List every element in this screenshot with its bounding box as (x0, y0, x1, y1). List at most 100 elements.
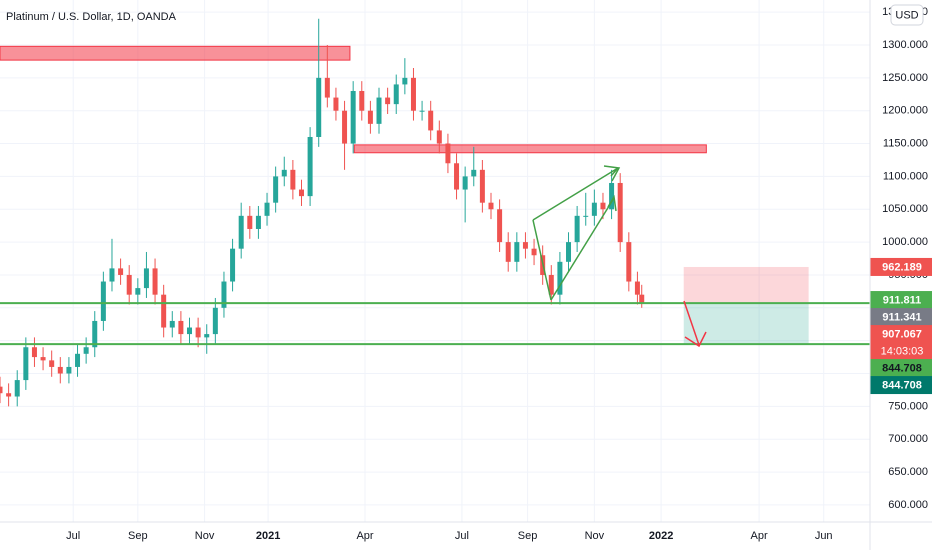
chart-title: Platinum / U.S. Dollar, 1D, OANDA (6, 11, 177, 23)
candle-body (609, 182, 615, 210)
candle-body (23, 347, 29, 381)
target-area (683, 303, 809, 345)
candle-body (75, 353, 81, 367)
price-label: 844.708 (882, 362, 922, 374)
candle-body (0, 386, 3, 394)
candle-body (238, 215, 244, 249)
candle-body (118, 268, 124, 275)
candle-body (57, 366, 63, 374)
candle-body (135, 288, 141, 295)
x-tick-label: Nov (585, 530, 605, 542)
candle-body (6, 393, 12, 397)
y-tick-label: 1050.000 (882, 203, 928, 215)
candle-body (428, 110, 434, 131)
candle-body (204, 334, 210, 338)
price-label-box (870, 376, 932, 395)
x-tick-label: Sep (518, 530, 538, 542)
candle-body (307, 136, 313, 197)
candle-body (574, 215, 580, 243)
levels (0, 302, 870, 346)
candle-body (591, 202, 597, 216)
x-tick-label: Sep (128, 530, 148, 542)
candle-body (462, 176, 468, 190)
candle-body (436, 130, 442, 144)
countdown-label: 14:03:03 (881, 345, 924, 357)
y-tick-label: 1100.000 (883, 170, 928, 182)
candle-body (264, 202, 270, 216)
candle-body (92, 320, 98, 348)
candle-body (367, 110, 373, 124)
price-label: 962.189 (882, 261, 922, 273)
resistance-zone (0, 45, 351, 61)
x-tick-label: Nov (195, 530, 215, 542)
price-label: 907.067 (882, 328, 922, 340)
candle-body (230, 248, 236, 282)
position-tool (683, 266, 809, 345)
candle-body (316, 77, 322, 137)
x-tick-label: Apr (356, 530, 373, 542)
candle-body (342, 110, 348, 144)
candle-body (298, 189, 304, 197)
x-tick-label: 2022 (649, 530, 673, 542)
candle-body (410, 77, 416, 111)
x-tick-label: Apr (751, 530, 768, 542)
candle-body (600, 202, 606, 210)
arrow-head (684, 331, 707, 348)
price-labels: 962.189 911.811 911.341 907.067 14:03:03 844.… (870, 257, 932, 395)
y-tick-label: 700.000 (888, 433, 928, 445)
candle-body (454, 163, 460, 190)
y-tick-label: 650.000 (888, 466, 928, 478)
candles (0, 18, 645, 407)
price-label: 911.341 (882, 311, 921, 323)
candle-body (290, 169, 296, 190)
candle-body (566, 242, 572, 262)
candle-body (143, 268, 149, 289)
candle-body (161, 294, 167, 328)
x-tick-label: 2021 (256, 530, 280, 542)
candle-body (247, 215, 253, 229)
candle-body (497, 209, 503, 243)
candle-body (273, 176, 279, 203)
candle-body (333, 97, 339, 111)
stop-area (683, 266, 809, 304)
price-label-box (870, 325, 932, 361)
resistance-zone (353, 144, 707, 154)
arrow-head (607, 194, 617, 212)
currency-label[interactable]: USD (895, 9, 918, 21)
candle-body (445, 143, 451, 164)
candle-body (152, 268, 158, 295)
candle-body (639, 294, 645, 304)
y-tick-label: 1200.000 (882, 105, 928, 117)
arrow-line (683, 300, 700, 346)
candle-body (14, 380, 20, 397)
candle-body (471, 169, 477, 177)
y-tick-label: 1250.000 (882, 72, 928, 84)
candle-body (548, 274, 554, 295)
x-tick-label: Jun (815, 530, 833, 542)
trend-line (550, 197, 615, 301)
candle-body (40, 357, 46, 361)
candle-body (634, 281, 640, 295)
candle-body (49, 360, 55, 367)
candle-body (514, 242, 520, 262)
candle-body (531, 248, 537, 256)
candle-body (393, 84, 399, 105)
candle-body (479, 169, 485, 203)
candle-body (617, 182, 623, 243)
candle-body (419, 110, 425, 112)
arrow-head (603, 165, 621, 182)
candle-body (178, 320, 184, 335)
candle-body (195, 327, 201, 338)
candle-body (522, 242, 528, 249)
currency-badge[interactable] (890, 4, 924, 26)
candle-body (126, 274, 132, 295)
candle-body (83, 347, 89, 354)
y-tick-label: 600.000 (888, 499, 928, 511)
candle-body (505, 242, 511, 262)
candle-body (626, 242, 632, 282)
candle-body (66, 366, 72, 374)
price-label: 844.708 (882, 379, 922, 391)
candle-body (169, 320, 175, 328)
candle-body (350, 90, 356, 144)
